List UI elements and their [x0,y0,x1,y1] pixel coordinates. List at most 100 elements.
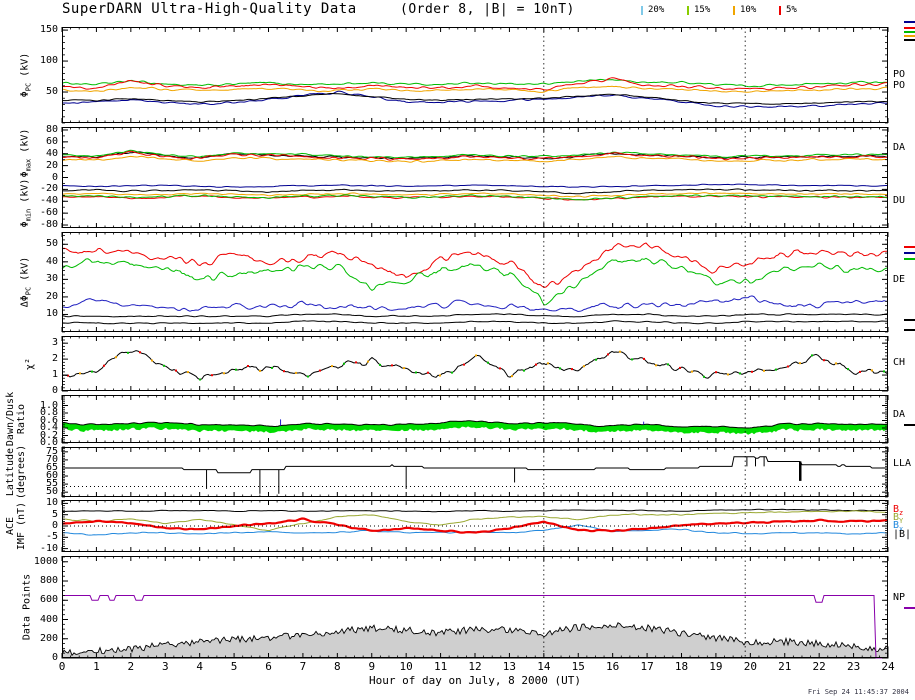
legend-label-5pct: 5% [786,5,797,15]
y-axis-label-delta-phi: ΔΦPC (kV) [19,256,33,308]
right-label-ace-imf: |B| [893,529,912,541]
series-black [61,93,889,105]
series-np-max [62,595,888,659]
x-tick-label: 4 [196,660,203,673]
x-tick-label: 23 [846,660,861,673]
panel-latitude [61,446,889,498]
series-red [61,242,889,289]
legend-label-10pct: 10% [740,5,757,15]
panel-dawn-dusk-ratio [61,395,889,444]
legend-item-15pct: 15% [687,4,710,16]
y-tick-label: -60 [39,207,58,219]
legend-item-10pct: 10% [733,4,756,16]
y-tick-label: 0 [51,652,58,663]
right-legend-segment [904,319,915,321]
x-tick-label: 12 [468,660,482,673]
right-label-ace-imf: Bx [893,519,904,533]
y-tick-label: 40 [45,147,58,159]
y-tick-label: -40 [39,195,58,207]
y-tick-label: 70 [45,453,58,465]
right-label-chi-squared: CH [893,356,906,368]
y-tick-label: 0 [51,385,58,396]
right-legend-segment [904,246,915,248]
series-lat [62,456,888,474]
x-tick-label: 21 [778,660,792,673]
page-title: SuperDARN Ultra-High-Quality Data [62,1,357,17]
series-red-max [61,150,889,161]
series-orange-min [61,192,888,198]
y-axis-label-phi-max-min: Φmax (kV) [19,128,33,178]
panel-phi-max-min [61,127,889,228]
x-tick-label: 6 [265,660,272,673]
y-tick-label: 400 [39,613,58,625]
x-tick-label: 11 [433,660,448,673]
panel-ace-imf [61,500,889,552]
legend-swatch-15pct [687,5,689,15]
plot-timestamp: Fri Sep 24 11:45:37 2004 [807,688,909,696]
y-axis-label-latitude: Latitude (degrees) [5,444,27,500]
y-axis-label-phi-pc: ΦPC (kV) [19,52,33,98]
y-tick-label: 50 [45,486,58,498]
right-label-data-points: NP [893,591,906,603]
right-legend-segment [904,21,915,23]
y-tick-label: 50 [45,86,58,98]
series-green [61,257,889,306]
series-orange [61,85,888,93]
right-legend-segment [904,607,915,609]
legend-item-5pct: 5% [779,4,797,16]
series-navy [62,90,889,108]
right-legend-segment [904,31,915,33]
right-label-latitude: LLA [893,458,912,469]
series-black-min [61,188,889,195]
x-tick-label: 16 [606,660,620,673]
legend-item-20pct: 20% [641,4,664,16]
y-tick-label: 75 [45,445,58,457]
y-tick-label: 1.0 [39,399,58,411]
y-tick-label: 50 [45,238,58,250]
y-tick-label: 0.2 [39,429,58,441]
x-tick-label: 24 [881,660,895,673]
y-tick-label: 200 [39,632,58,644]
series-green [61,78,889,88]
x-tick-label: 10 [399,660,413,673]
series-by [62,510,889,532]
y-tick-label: -5 [45,531,58,543]
x-tick-label: 1 [93,660,100,673]
legend-swatch-10pct [733,5,735,15]
y-tick-label: 30 [45,273,58,285]
y-tick-label: 10 [45,497,58,509]
right-label-ace-imf: BY [893,512,904,526]
y-tick-label: 0.4 [39,422,58,433]
right-legend-segment [904,35,915,37]
panel-phi-pc [61,27,889,124]
y-tick-label: 60 [45,135,58,147]
series-red [61,77,889,91]
y-tick-label: 100 [39,55,58,67]
x-tick-label: 13 [502,660,517,673]
x-axis-title: Hour of day on July, 8 2000 (UT) [369,674,581,687]
right-legend-segment [904,39,915,41]
series-green-min [61,194,889,201]
y-tick-label: 5 [51,508,58,520]
y-tick-label: 800 [39,575,58,587]
series-bmag [61,508,888,513]
right-label-phi-pc: PO [893,79,906,91]
right-legend-segment [904,329,915,331]
right-legend-segment [904,27,915,29]
x-tick-label: 17 [640,660,654,673]
y-tick-label: 1000 [33,555,58,567]
x-tick-label: 9 [368,660,376,673]
legend-label-20pct: 20% [648,5,665,15]
right-label-phi-pc: PO [893,69,906,81]
panel-delta-phi [61,232,889,333]
right-label-delta-phi: DE [893,274,906,285]
y-tick-label: 600 [39,594,58,606]
x-tick-label: 15 [571,660,585,673]
series-np-hist [61,622,889,659]
y-tick-label: 0.0 [39,437,58,448]
right-legend-segment [904,424,915,426]
y-tick-label: 2 [51,353,58,365]
y-tick-label: 10 [45,308,58,320]
series-ratio [62,420,889,429]
